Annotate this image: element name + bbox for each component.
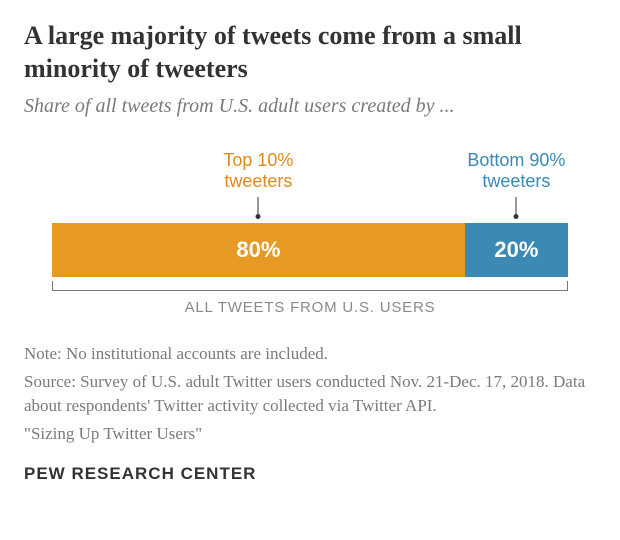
footer: Note: No institutional accounts are incl… <box>24 342 596 445</box>
org-name: PEW RESEARCH CENTER <box>24 464 596 484</box>
connector-bottom90 <box>465 197 568 221</box>
chart-card: A large majority of tweets come from a s… <box>24 20 596 484</box>
chart-subtitle: Share of all tweets from U.S. adult user… <box>24 95 596 118</box>
bracket-line <box>52 281 568 291</box>
chart-title: A large majority of tweets come from a s… <box>24 20 596 85</box>
footer-note: Note: No institutional accounts are incl… <box>24 342 596 366</box>
segment-label-bottom90: Bottom 90% tweeters <box>465 150 568 191</box>
stacked-bar: 80% 20% <box>52 223 568 277</box>
bracket-row <box>52 281 568 295</box>
footer-source: Source: Survey of U.S. adult Twitter use… <box>24 370 596 418</box>
footer-report: "Sizing Up Twitter Users" <box>24 422 596 446</box>
bar-value-top10: 80% <box>236 237 280 263</box>
segment-labels-row: Top 10% tweeters Bottom 90% tweeters <box>52 150 568 191</box>
bracket-label: ALL TWEETS FROM U.S. USERS <box>52 299 568 316</box>
connector-top10 <box>52 197 465 221</box>
bar-value-bottom90: 20% <box>494 237 538 263</box>
segment-label-line1: Top 10% <box>52 150 465 171</box>
chart-area: Top 10% tweeters Bottom 90% tweeters 80%… <box>24 150 596 316</box>
connector-row <box>52 197 568 221</box>
bar-segment-bottom90: 20% <box>465 223 568 277</box>
segment-label-line2: tweeters <box>465 171 568 192</box>
bar-segment-top10: 80% <box>52 223 465 277</box>
segment-label-top10: Top 10% tweeters <box>52 150 465 191</box>
segment-label-line1: Bottom 90% <box>465 150 568 171</box>
segment-label-line2: tweeters <box>52 171 465 192</box>
